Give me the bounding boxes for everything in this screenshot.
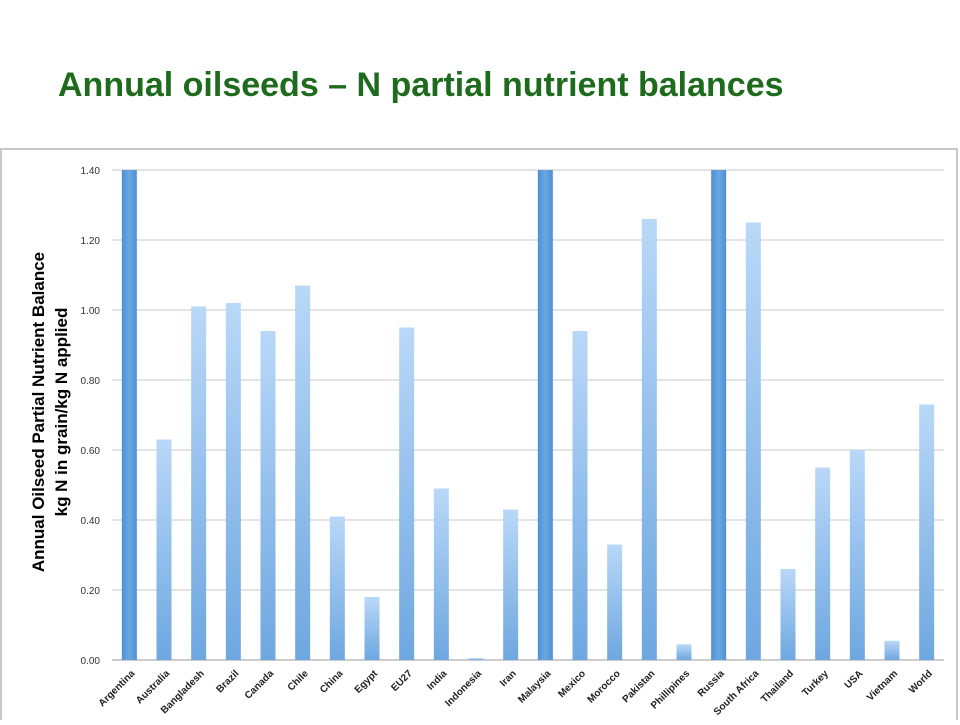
x-tick-label: China [318,668,346,696]
x-tick-label: EU27 [389,668,415,694]
bar-egypt [364,597,380,660]
bar-indonesia [468,658,484,660]
chart-frame: 0.00 0.20 0.40 0.60 0.80 1.00 1.20 1.40 Argenti… [0,148,958,720]
y-tick-label: 0.20 [81,586,101,597]
x-tick-label: Chile [286,668,311,693]
bar-chile [295,285,311,660]
x-tick-label: Russia [696,668,727,699]
y-axis-label-line2: kg N in grain/kg N applied [52,308,71,517]
gridlines [112,169,944,661]
y-axis-label-line1: Annual Oilseed Partial Nutrient Balance [29,252,48,572]
bars [121,170,935,660]
y-axis-label: Annual Oilseed Partial Nutrient Balance … [29,252,71,572]
bar-phillipines [676,644,692,660]
bar-canada [260,331,276,660]
x-tick-label: Brazil [214,668,241,695]
y-tick-label: 1.20 [81,236,101,247]
x-tick-label: Turkey [800,668,831,699]
bar-iran [503,509,519,660]
x-tick-label: Canada [243,668,277,702]
bar-pakistan [641,219,657,660]
x-tick-label: Malaysia [516,668,554,706]
y-tick-label: 1.00 [81,306,101,317]
bar-world [919,404,935,660]
bar-malaysia [537,170,553,660]
bar-thailand [780,569,796,660]
bar-usa [849,450,865,660]
bar-eu27 [399,327,415,660]
x-tick-label: USA [843,668,866,691]
y-tick-label: 0.40 [81,516,101,527]
x-tick-label: World [907,668,935,696]
y-tick-label: 1.40 [81,166,101,177]
bar-argentina [121,170,137,660]
x-tick-label: Argentina [97,668,138,709]
bar-vietnam [884,640,900,660]
y-tick-label: 0.80 [81,376,101,387]
bar-brazil [225,303,241,660]
x-tick-label: Iran [498,668,519,689]
y-tick-label: 0.60 [81,446,101,457]
bar-chart: 0.00 0.20 0.40 0.60 0.80 1.00 1.20 1.40 Argenti… [29,166,944,718]
x-tick-label: Indonesia [443,668,484,709]
bar-bangladesh [191,306,207,660]
y-tick-labels: 0.00 0.20 0.40 0.60 0.80 1.00 1.20 1.40 [81,166,101,667]
y-tick-label: 0.00 [81,656,101,667]
x-tick-label: Thailand [759,668,796,705]
slide-title: Annual oilseeds – N partial nutrient bal… [58,66,784,104]
bar-australia [156,439,172,660]
bar-mexico [572,331,588,660]
x-tick-label: Mexico [556,668,588,700]
x-tick-label: India [425,668,450,693]
x-tick-label: Morocco [586,668,623,705]
bar-morocco [607,544,623,660]
bar-china [329,516,345,660]
bar-russia [711,170,727,660]
x-tick-label: Egypt [353,668,381,696]
bar-india [433,488,449,660]
bar-turkey [815,467,831,660]
x-tick-label: Vietnam [865,668,900,703]
bar-south-africa [745,222,761,660]
